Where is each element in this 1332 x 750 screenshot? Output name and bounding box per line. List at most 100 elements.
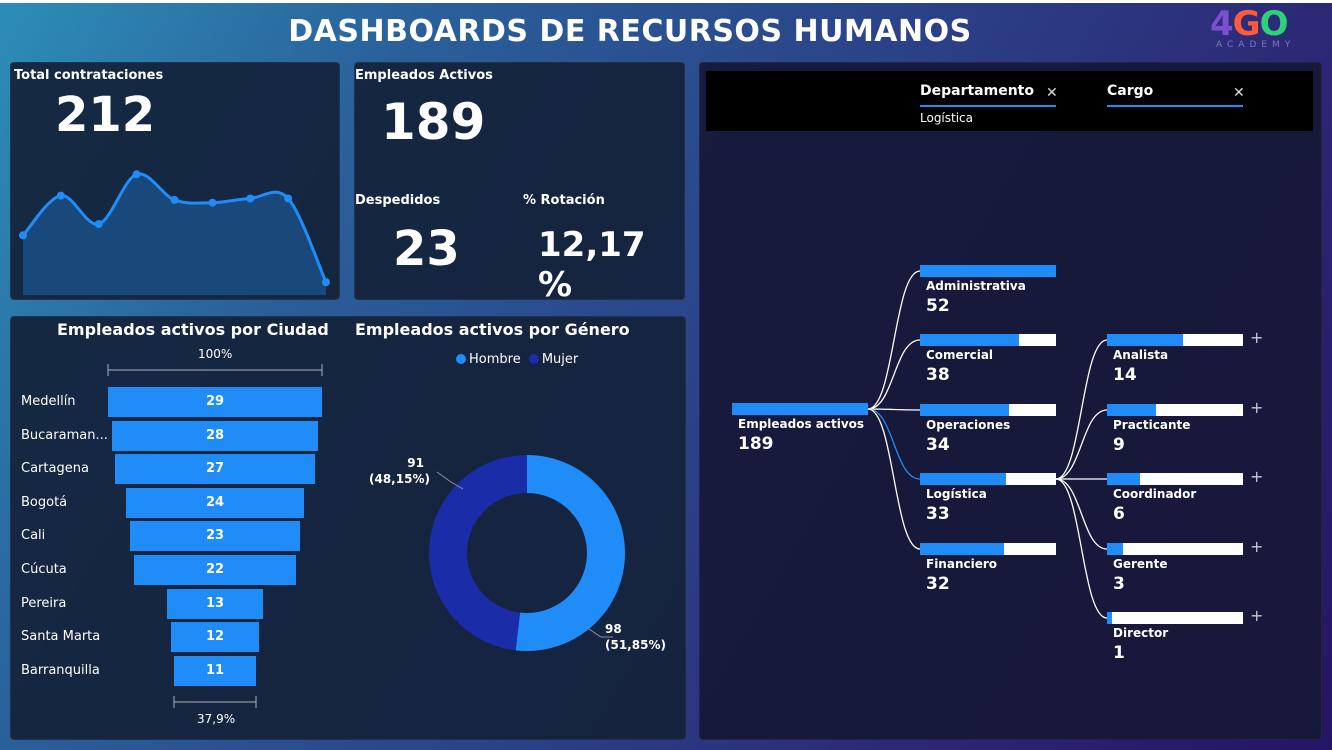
logo-subtitle: ACADEMY (1216, 40, 1296, 50)
legend-mujer[interactable]: Mujer (528, 352, 578, 367)
filter-bar: Departamento ✕ Logística Cargo ✕ (706, 71, 1313, 131)
gender-donut[interactable] (351, 397, 681, 717)
funnel-row-4[interactable]: Cali 23 (11, 521, 341, 552)
hombre-label: 98 (51,85%) (605, 622, 666, 652)
funnel-row-5[interactable]: Cúcuta 22 (11, 555, 341, 585)
hires-point-8 (322, 278, 330, 287)
tree-dept-1[interactable]: Comercial 38 (920, 334, 1056, 386)
city-card[interactable]: Empleados activos por Ciudad 100% Medell… (10, 316, 686, 740)
funnel-row-8[interactable]: Barranquilla 11 (11, 655, 341, 686)
donut-slice-mujer (429, 455, 527, 651)
tree-role-1[interactable]: Practicante 9 (1107, 404, 1243, 456)
tree-dept-0[interactable]: Administrativa 52 (920, 265, 1056, 317)
funnel-label-1: Bucaraman... (21, 427, 108, 443)
funnel-bar-0[interactable]: 29 (108, 387, 322, 417)
tree-dept-3-value: 33 (926, 504, 950, 524)
tree-role-1-label: Practicante (1113, 418, 1191, 432)
city-bottom-bracket (173, 696, 257, 708)
tree-dept-0-label: Administrativa (926, 279, 1026, 293)
funnel-bar-7[interactable]: 12 (170, 622, 260, 653)
funnel-row-1[interactable]: Bucaraman... 28 (11, 420, 341, 451)
funnel-bar-1[interactable]: 28 (111, 420, 319, 451)
filter-departamento[interactable]: Departamento ✕ Logística (920, 83, 1058, 125)
tree-dept-4-value: 32 (926, 574, 950, 594)
funnel-label-2: Cartagena (21, 461, 89, 477)
funnel-label-0: Medellín (21, 394, 76, 409)
tree-links (867, 270, 1108, 619)
gender-chart-title: Empleados activos por Género (355, 320, 630, 339)
top-border (0, 0, 1332, 3)
tree-dept-2[interactable]: Operaciones 34 (920, 404, 1056, 456)
filter-cargo[interactable]: Cargo ✕ (1107, 83, 1245, 107)
city-top-pct: 100% (198, 347, 233, 361)
tree-role-1-expand-icon[interactable]: + (1250, 398, 1264, 417)
mujer-leader-line (436, 471, 464, 490)
funnel-row-3[interactable]: Bogotá 24 (11, 487, 341, 518)
funnel-bar-2[interactable]: 27 (115, 454, 315, 485)
brand-logo: 4GO ACADEMY (1210, 6, 1320, 56)
tree-role-3[interactable]: Gerente 3 (1107, 543, 1243, 595)
fired-label: Despedidos (355, 193, 441, 208)
tree-link-role-3 (1055, 478, 1108, 550)
tree-role-4[interactable]: Director 1 (1107, 612, 1243, 664)
tree-role-0[interactable]: Analista 14 (1107, 334, 1243, 386)
funnel-row-0[interactable]: Medellín 29 (11, 387, 341, 417)
funnel-bar-3[interactable]: 24 (126, 487, 304, 518)
tree-dept-4[interactable]: Financiero 32 (920, 543, 1056, 595)
tree-root-label: Empleados activos (738, 417, 865, 431)
funnel-bar-4[interactable]: 23 (130, 521, 300, 552)
tree-link-dept-0 (867, 270, 921, 410)
hires-point-3 (132, 170, 141, 179)
tree-dept-1-value: 38 (926, 365, 950, 385)
tree-role-1-value: 9 (1113, 435, 1125, 455)
mujer-label: 91 (48,15%) (369, 456, 430, 486)
funnel-bar-8[interactable]: 11 (174, 655, 256, 686)
rotation-label: % Rotación (523, 193, 605, 208)
donut-slice-hombre (515, 455, 626, 651)
tree-dept-4-label: Financiero (926, 557, 998, 571)
tree-role-3-value: 3 (1113, 574, 1125, 594)
tree-role-2[interactable]: Coordinador 6 (1107, 473, 1243, 525)
hires-point-7 (284, 194, 293, 203)
hombre-leader-line (588, 628, 613, 638)
tree-role-2-expand-icon[interactable]: + (1250, 467, 1264, 486)
tree-root[interactable]: Empleados activos 189 (732, 403, 868, 454)
hires-point-5 (208, 198, 217, 207)
city-bottom-pct: 37,9% (197, 712, 236, 726)
filter-cargo-label: Cargo (1107, 83, 1154, 99)
tree-role-3-label: Gerente (1113, 557, 1168, 571)
filter-departamento-value: Logística (920, 111, 974, 125)
hires-area-chart[interactable] (11, 63, 341, 301)
funnel-label-7: Santa Marta (21, 629, 101, 645)
gender-legend: Hombre Mujer (456, 352, 578, 367)
tree-role-4-expand-icon[interactable]: + (1250, 606, 1264, 625)
tree-link-role-0 (1055, 339, 1108, 480)
hires-point-6 (246, 194, 255, 203)
funnel-row-2[interactable]: Cartagena 27 (11, 454, 341, 485)
tree-link-role-1 (1055, 409, 1108, 480)
fired-value: 23 (393, 221, 460, 277)
city-funnel: Medellín 29 Bucaraman... 28 Cartagena 27 Bogot… (11, 387, 351, 689)
tree-role-4-label: Director (1113, 626, 1169, 640)
hires-point-4 (170, 195, 179, 204)
active-value: 189 (381, 93, 486, 151)
tree-role-0-expand-icon[interactable]: + (1250, 328, 1264, 347)
tree-role-2-value: 6 (1113, 504, 1125, 524)
kpi-card[interactable]: Empleados Activos 189 Despedidos 23 % Ro… (354, 62, 685, 305)
tree-card[interactable]: Departamento ✕ Logística Cargo ✕ Emplead… (699, 62, 1322, 740)
tree-role-3-expand-icon[interactable]: + (1250, 537, 1264, 556)
funnel-row-6[interactable]: Pereira 13 (11, 588, 341, 619)
tree-link-dept-4 (867, 408, 921, 550)
funnel-row-7[interactable]: Santa Marta 12 (11, 622, 341, 653)
tree-link-dept-3 (867, 408, 921, 480)
legend-hombre[interactable]: Hombre (456, 352, 521, 367)
funnel-bar-5[interactable]: 22 (133, 555, 297, 585)
filter-cargo-close-icon[interactable]: ✕ (1233, 85, 1245, 101)
tree-dept-3[interactable]: Logística 33 (920, 473, 1056, 525)
funnel-bar-6[interactable]: 13 (167, 588, 263, 619)
hires-card[interactable]: Total contrataciones 212 (10, 62, 340, 300)
active-label: Empleados Activos (355, 68, 493, 83)
filter-departamento-close-icon[interactable]: ✕ (1046, 85, 1058, 101)
funnel-label-6: Pereira (21, 595, 67, 611)
tree-link-dept-2 (867, 408, 921, 411)
